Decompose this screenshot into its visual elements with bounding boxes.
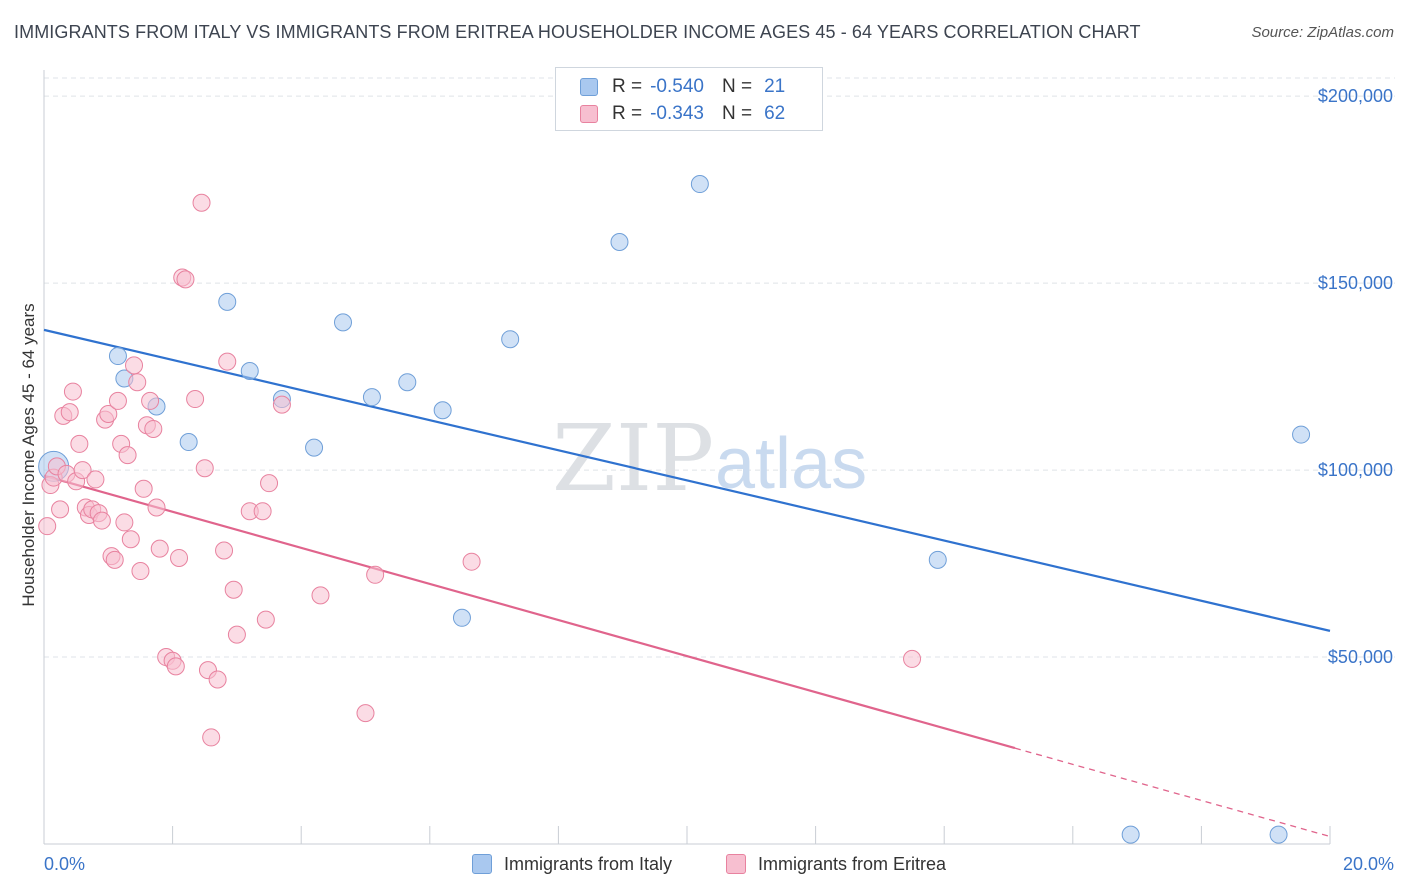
- eritrea-point: [60, 403, 79, 422]
- eritrea-point: [272, 395, 291, 414]
- italy-point: [218, 292, 237, 311]
- eritrea-point: [63, 382, 82, 401]
- eritrea-point: [195, 459, 214, 478]
- watermark-atlas: atlas: [715, 424, 867, 504]
- eritrea-point: [256, 610, 275, 629]
- bottom-legend-italy: Immigrants from Italy: [472, 852, 672, 876]
- italy-point: [928, 550, 947, 569]
- eritrea-point: [227, 625, 246, 644]
- eritrea-point: [311, 586, 330, 605]
- eritrea-point: [51, 500, 70, 519]
- legend-n-label: N =: [721, 76, 753, 97]
- eritrea-point: [131, 562, 150, 581]
- italy-point: [433, 401, 452, 420]
- y-tick-label: $50,000: [1328, 647, 1393, 667]
- eritrea-point: [356, 704, 375, 723]
- x-tick-label-min: 0.0%: [44, 854, 85, 874]
- italy-point: [501, 330, 520, 349]
- eritrea-point: [253, 502, 272, 521]
- eritrea-point: [215, 541, 234, 560]
- legend-row-eritrea: R = -0.343 N = 62: [556, 100, 785, 128]
- eritrea-point: [462, 552, 481, 571]
- eritrea-point: [170, 548, 189, 567]
- italy-point: [362, 388, 381, 407]
- eritrea-point: [92, 511, 111, 530]
- eritrea-point: [108, 391, 127, 410]
- legend-r-value: -0.343: [650, 103, 704, 124]
- y-tick-label: $100,000: [1318, 460, 1393, 480]
- eritrea-point: [202, 728, 221, 747]
- bottom-legend-label-eritrea: Immigrants from Eritrea: [758, 853, 947, 874]
- eritrea-point: [176, 270, 195, 289]
- data-points: [38, 175, 1311, 844]
- eritrea-point: [141, 391, 160, 410]
- eritrea-point: [73, 461, 92, 480]
- legend-n-value: 21: [764, 76, 786, 97]
- legend-row-italy: R = -0.540 N = 21: [556, 73, 785, 101]
- tick-labels: $50,000 $100,000 $150,000 $200,000 0.0% 20.0%: [44, 86, 1394, 874]
- eritrea-point: [125, 356, 144, 375]
- eritrea-point: [186, 390, 205, 409]
- italy-point: [1269, 825, 1288, 844]
- y-tick-label: $150,000: [1318, 273, 1393, 293]
- italy-trend-line: [43, 328, 1331, 632]
- legend-r-label: R =: [612, 76, 643, 97]
- correlation-legend: R = -0.540 N = 21 R = -0.343 N = 62: [555, 67, 823, 131]
- italy-point: [1292, 425, 1311, 444]
- eritrea-point: [70, 434, 89, 453]
- eritrea-point: [99, 405, 118, 423]
- eritrea-point: [166, 657, 185, 676]
- eritrea-point: [224, 580, 243, 599]
- watermark-zip: ZIP: [552, 405, 714, 512]
- y-axis-label: Householder Income Ages 45 - 64 years: [19, 303, 38, 606]
- eritrea-point: [86, 470, 105, 489]
- eritrea-point: [105, 550, 124, 569]
- eritrea-point: [366, 565, 385, 584]
- italy-point: [240, 362, 259, 380]
- legend-r-value: -0.540: [650, 76, 704, 97]
- trend-lines: [43, 328, 1331, 838]
- eritrea-point: [121, 530, 140, 549]
- italy-point: [690, 175, 709, 194]
- legend-r-label: R =: [612, 103, 643, 124]
- legend-n-label: N =: [721, 103, 753, 124]
- eritrea-trend-line-extension: [1014, 747, 1331, 838]
- eritrea-point: [128, 373, 147, 392]
- bottom-legend-eritrea: Immigrants from Eritrea: [726, 852, 946, 876]
- italy-point: [305, 438, 324, 457]
- eritrea-point: [260, 474, 279, 493]
- bottom-legend-swatch-italy: [472, 854, 492, 874]
- chart-title: IMMIGRANTS FROM ITALY VS IMMIGRANTS FROM…: [14, 22, 1141, 42]
- italy-point: [333, 313, 352, 332]
- eritrea-point: [38, 517, 57, 536]
- eritrea-point: [192, 193, 211, 212]
- italy-point: [1121, 825, 1140, 844]
- y-tick-label: $200,000: [1318, 86, 1393, 106]
- eritrea-point: [118, 446, 137, 465]
- italy-point: [610, 233, 629, 251]
- italy-point: [452, 608, 471, 627]
- eritrea-point: [150, 539, 169, 558]
- eritrea-point: [147, 498, 166, 517]
- eritrea-point: [144, 419, 163, 438]
- italy-point: [398, 373, 417, 392]
- eritrea-trend-line: [43, 474, 1016, 750]
- eritrea-point: [218, 352, 237, 371]
- bottom-legend-swatch-eritrea: [726, 854, 746, 874]
- eritrea-point: [208, 670, 227, 689]
- x-tick-label-max: 20.0%: [1343, 854, 1394, 874]
- italy-point: [108, 347, 127, 366]
- legend-swatch-italy: [580, 78, 598, 96]
- eritrea-point: [903, 649, 922, 668]
- legend-n-value: 62: [764, 103, 786, 124]
- eritrea-point: [134, 479, 153, 498]
- eritrea-point: [115, 513, 134, 532]
- italy-point: [179, 433, 198, 452]
- legend-swatch-eritrea: [580, 105, 598, 123]
- chart-source: Source: ZipAtlas.com: [1251, 24, 1394, 41]
- bottom-legend-label-italy: Immigrants from Italy: [504, 853, 673, 874]
